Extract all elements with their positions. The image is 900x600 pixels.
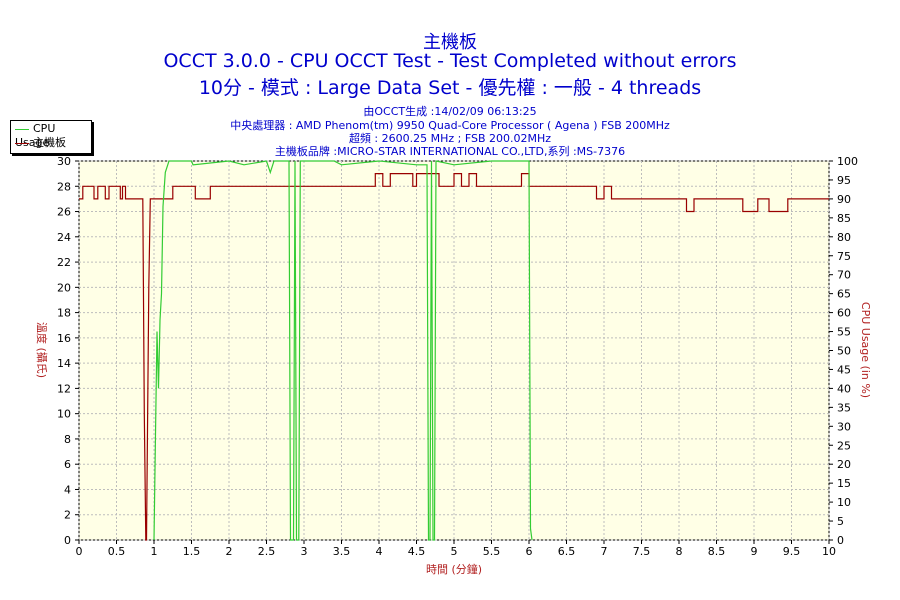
x-tick-label: 2.5 — [258, 545, 276, 558]
y-left-tick-label: 18 — [57, 307, 71, 320]
x-tick-label: 9.5 — [783, 545, 801, 558]
y-right-axis-ticks: 0 5 10 15 20 25 30 35 40 45 50 55 60 65 70 75 80 85 90 95 10… — [829, 155, 858, 547]
y-left-tick-label: 12 — [57, 382, 71, 395]
x-tick-label: 6 — [526, 545, 533, 558]
info-cpu: 中央處理器 : AMD Phenom(tm) 9950 Quad-Core Pr… — [230, 119, 670, 132]
y-left-tick-label: 8 — [64, 433, 71, 446]
x-tick-label: 8.5 — [708, 545, 726, 558]
y-left-tick-label: 24 — [57, 231, 71, 244]
y-left-axis-label: 溫度 (攝氏) — [35, 322, 49, 378]
x-tick-label: 0 — [76, 545, 83, 558]
y-right-tick-label: 65 — [837, 288, 851, 301]
x-tick-label: 10 — [822, 545, 836, 558]
y-right-tick-label: 75 — [837, 250, 851, 263]
y-left-tick-label: 22 — [57, 256, 71, 269]
y-right-tick-label: 85 — [837, 212, 851, 225]
info-motherboard: 主機板品牌 :MICRO-STAR INTERNATIONAL CO.,LTD,… — [274, 145, 626, 158]
x-tick-label: 5 — [451, 545, 458, 558]
y-right-tick-label: 45 — [837, 363, 851, 376]
y-right-tick-label: 35 — [837, 401, 851, 414]
y-left-tick-label: 6 — [64, 458, 71, 471]
y-left-tick-label: 26 — [57, 206, 71, 219]
y-right-tick-label: 25 — [837, 439, 851, 452]
x-tick-label: 8 — [676, 545, 683, 558]
y-right-tick-label: 80 — [837, 231, 851, 244]
series-lines — [79, 160, 829, 541]
y-right-tick-label: 60 — [837, 307, 851, 320]
grid-lines — [78, 160, 830, 541]
x-axis-ticks: 0 0.5 1 1.5 2 2.5 3 3.5 4 4.5 5 5.5 6 6.5 7 7.5 8 8.5 9 9.5… — [76, 540, 836, 558]
x-axis-label: 時間 (分鐘) — [426, 562, 482, 576]
x-tick-label: 3 — [301, 545, 308, 558]
y-right-tick-label: 5 — [837, 515, 844, 528]
y-right-tick-label: 55 — [837, 326, 851, 339]
legend-swatch-cpu — [15, 128, 29, 130]
y-left-tick-label: 28 — [57, 180, 71, 193]
x-tick-label: 7 — [601, 545, 608, 558]
legend-swatch-board — [15, 142, 29, 144]
y-right-tick-label: 90 — [837, 193, 851, 206]
x-tick-label: 0.5 — [108, 545, 126, 558]
y-right-tick-label: 0 — [837, 534, 844, 547]
y-left-tick-label: 30 — [57, 155, 71, 168]
x-tick-label: 4.5 — [408, 545, 426, 558]
info-clock: 超頻 : 2600.25 MHz ; FSB 200.02MHz — [348, 132, 552, 145]
legend-label-board: 主機板 — [33, 136, 66, 149]
info-generated: 由OCCT生成 :14/02/09 06:13:25 — [363, 105, 537, 118]
y-right-tick-label: 20 — [837, 458, 851, 471]
y-right-tick-label: 10 — [837, 496, 851, 509]
y-left-tick-label: 10 — [57, 408, 71, 421]
y-left-tick-label: 14 — [57, 357, 71, 370]
y-left-tick-label: 16 — [57, 332, 71, 345]
x-tick-label: 2 — [226, 545, 233, 558]
x-tick-label: 6.5 — [558, 545, 576, 558]
y-left-tick-label: 2 — [64, 509, 71, 522]
x-tick-label: 3.5 — [333, 545, 351, 558]
y-right-tick-label: 100 — [837, 155, 858, 168]
y-right-tick-label: 70 — [837, 269, 851, 282]
chart-subtitle-1: OCCT 3.0.0 - CPU OCCT Test - Test Comple… — [163, 50, 737, 72]
series-line-cpu-usage — [153, 160, 533, 541]
y-left-tick-label: 20 — [57, 281, 71, 294]
y-right-tick-label: 95 — [837, 174, 851, 187]
y-left-tick-label: 4 — [64, 483, 71, 496]
chart-subtitle-2: 10分 - 模式 : Large Data Set - 優先權 : 一般 - 4… — [198, 77, 702, 99]
legend-label-cpu: CPU Usage — [15, 122, 56, 149]
legend-item-cpu: CPU Usage — [15, 122, 91, 149]
chart-legend: CPU Usage 主機板 — [10, 120, 92, 154]
x-tick-label: 7.5 — [633, 545, 651, 558]
y-right-tick-label: 40 — [837, 382, 851, 395]
x-tick-label: 9 — [751, 545, 758, 558]
x-tick-label: 1.5 — [183, 545, 201, 558]
x-tick-label: 1 — [151, 545, 158, 558]
y-left-tick-label: 0 — [64, 534, 71, 547]
y-right-tick-label: 15 — [837, 477, 851, 490]
x-tick-label: 4 — [376, 545, 383, 558]
x-tick-label: 5.5 — [483, 545, 501, 558]
y-right-axis-label: CPU Usage (in %) — [859, 302, 872, 398]
series-line-motherboard-temp — [79, 173, 829, 541]
y-right-tick-label: 50 — [837, 345, 851, 358]
legend-item-board: 主機板 — [15, 136, 66, 150]
y-right-tick-label: 30 — [837, 420, 851, 433]
chart-title: 主機板 — [423, 32, 477, 53]
